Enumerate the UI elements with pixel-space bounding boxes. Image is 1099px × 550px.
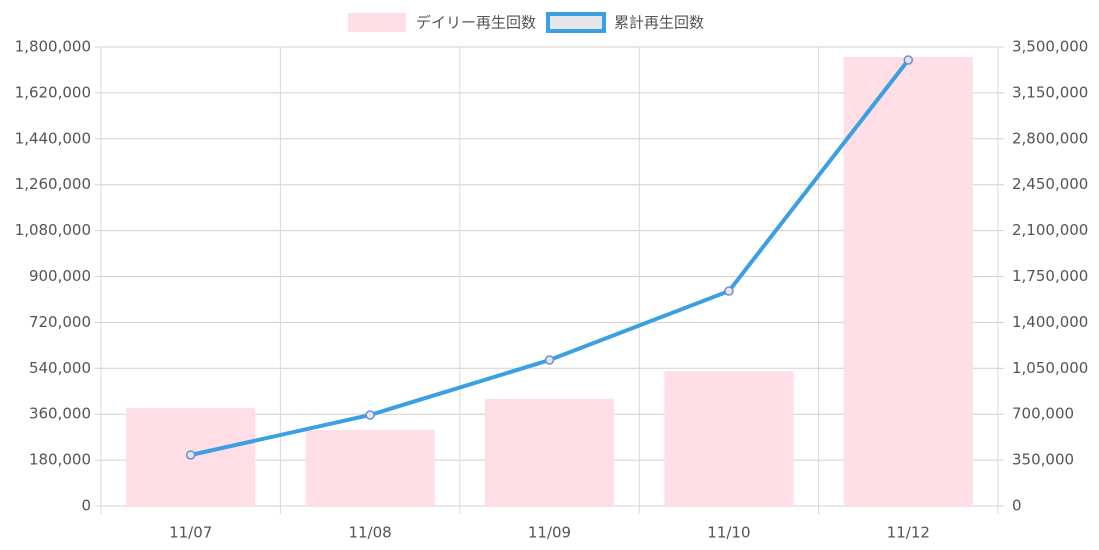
y-tick-label: 1,620,000: [15, 83, 91, 101]
y2-tick-label: 3,150,000: [1012, 83, 1088, 101]
point: [724, 286, 734, 296]
point: [185, 450, 196, 460]
legend-swatch: [546, 12, 607, 33]
line: [190, 58, 910, 457]
y-tick-label: 0: [81, 497, 91, 515]
y2-tick-label: 350,000: [1012, 451, 1074, 469]
y-tick-label: 1,080,000: [15, 221, 91, 239]
legend-swatch: [348, 13, 406, 32]
y2-tick-label: 2,800,000: [1012, 129, 1088, 147]
x-tick-label: 11/09: [528, 524, 571, 542]
y-tick-label: 180,000: [29, 451, 91, 469]
bar: [843, 56, 973, 506]
y2-tick-label: 1,400,000: [1012, 313, 1088, 331]
y-tick-label: 1,260,000: [15, 175, 91, 193]
x-tick-label: 11/07: [169, 524, 212, 542]
y-tick-label: 1,440,000: [15, 129, 91, 147]
y2-tick-label: 2,450,000: [1012, 175, 1088, 193]
bar: [664, 371, 794, 506]
point: [365, 410, 375, 420]
x-tick-label: 11/12: [887, 524, 930, 542]
y-tick-label: 540,000: [29, 359, 91, 377]
y-tick-label: 360,000: [29, 405, 91, 423]
x-tick-label: 11/10: [707, 524, 750, 542]
point: [903, 55, 914, 65]
y2-tick-label: 1,750,000: [1012, 267, 1088, 285]
y-tick-label: 900,000: [29, 267, 91, 285]
bar: [305, 430, 435, 506]
y2-tick-label: 700,000: [1012, 405, 1074, 423]
y2-tick-label: 0: [1012, 497, 1022, 515]
y-tick-label: 1,800,000: [15, 38, 91, 56]
y2-tick-label: 1,050,000: [1012, 359, 1088, 377]
y-tick-label: 720,000: [29, 313, 91, 331]
y2-tick-label: 2,100,000: [1012, 221, 1088, 239]
legend-label: 累計再生回数: [614, 14, 704, 32]
x-tick-label: 11/08: [348, 524, 391, 542]
legend-label: デイリー再生回数: [416, 14, 536, 32]
bar: [484, 398, 615, 506]
point: [544, 355, 555, 365]
y2-tick-label: 3,500,000: [1012, 38, 1088, 56]
